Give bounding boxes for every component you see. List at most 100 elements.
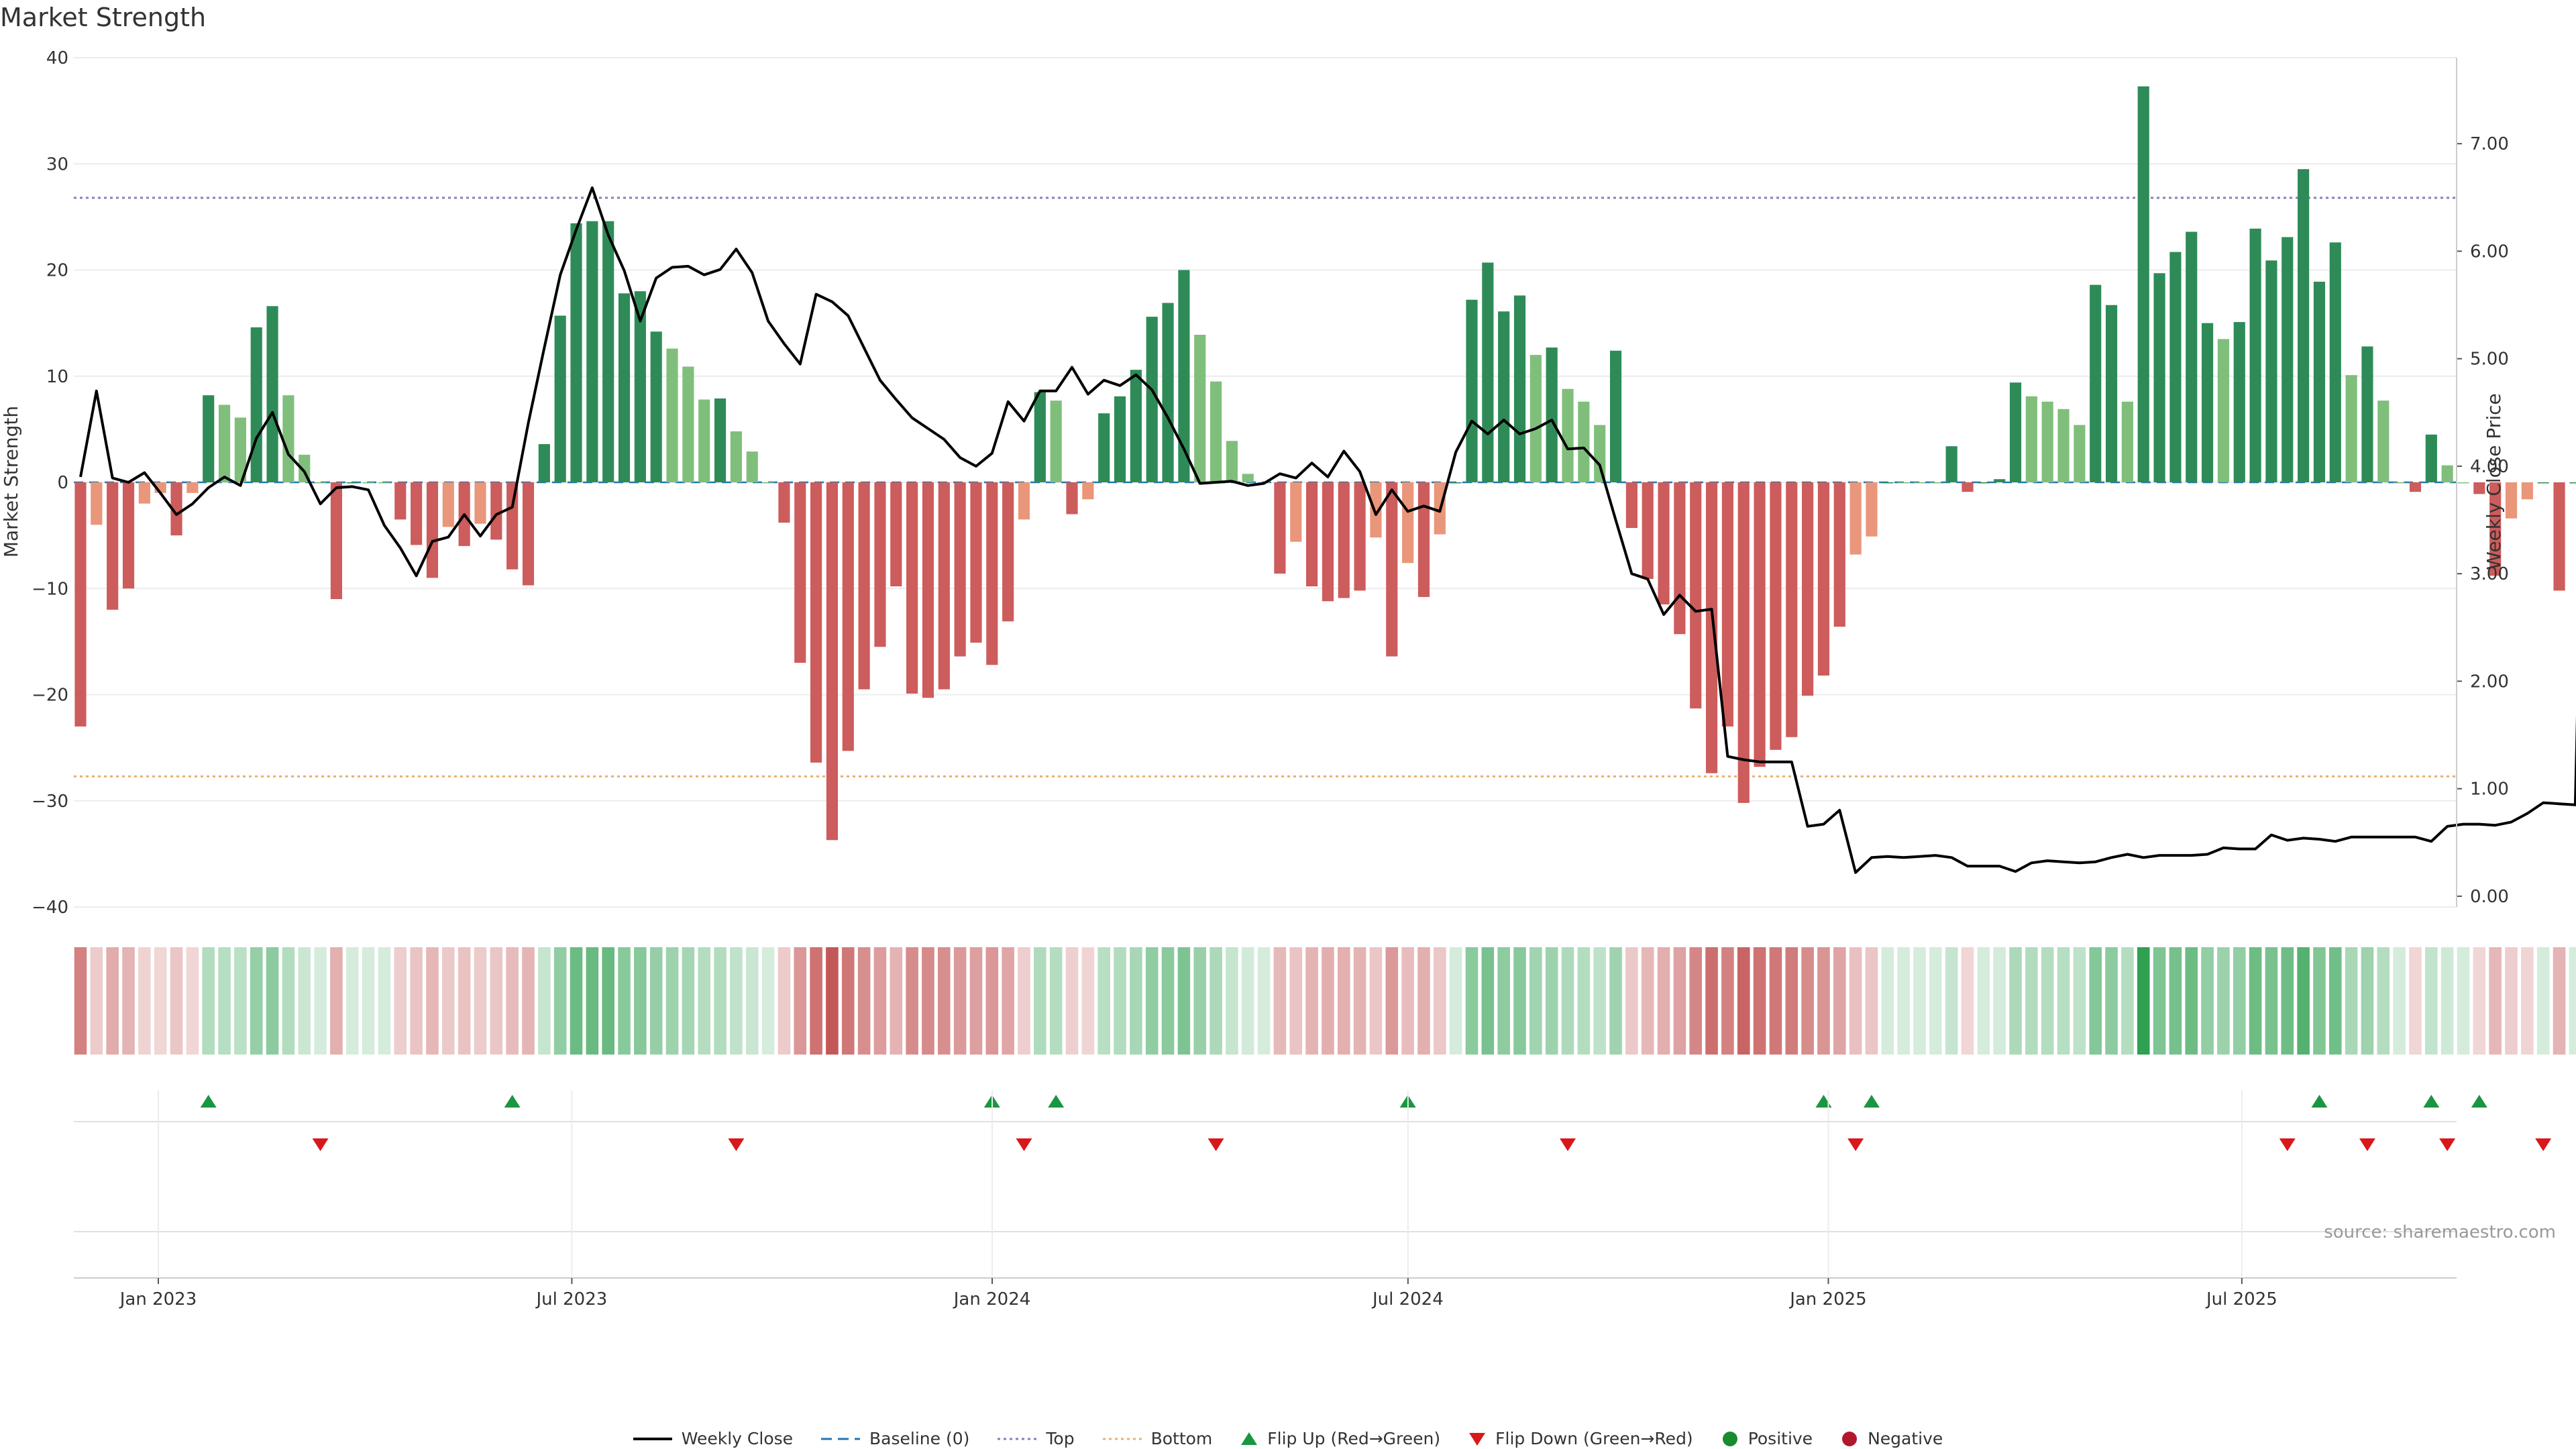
legend-swatch: [1241, 1432, 1258, 1445]
heatstrip-cell: [2201, 947, 2214, 1055]
flip-up-marker: [1815, 1095, 1832, 1108]
heatstrip-cell: [1385, 947, 1399, 1055]
strength-bar: [1882, 482, 1894, 484]
strength-bar: [2361, 346, 2373, 482]
heatstrip-cell: [314, 947, 327, 1055]
heatstrip-cell: [186, 947, 199, 1055]
strength-bar: [2521, 482, 2533, 500]
y-tick-label-left: −40: [32, 898, 68, 918]
heatstrip-cell: [730, 947, 743, 1055]
strength-bar: [2409, 482, 2422, 492]
strength-bar: [1114, 396, 1126, 482]
strength-bar: [1513, 295, 1526, 482]
strength-bar: [2137, 86, 2149, 483]
strength-bar: [794, 482, 806, 663]
legend-swatch: [633, 1437, 672, 1440]
heatstrip-cell: [1593, 947, 1606, 1055]
strength-bar: [1913, 482, 1926, 484]
strength-bar: [826, 482, 839, 841]
heatstrip-cell: [106, 947, 119, 1055]
heatstrip-cell: [906, 947, 918, 1055]
heatstrip-cell: [682, 947, 695, 1055]
heatstrip-cell: [1577, 947, 1591, 1055]
strength-bar: [2057, 409, 2070, 482]
strength-bar: [1370, 482, 1382, 538]
strength-bar: [330, 482, 343, 600]
strength-bar: [411, 482, 423, 545]
y-tick-label-left: 30: [46, 154, 68, 174]
strength-bar: [1194, 335, 1206, 482]
strength-bar: [2537, 482, 2549, 484]
heatstrip-cell: [1145, 947, 1159, 1055]
heatstrip-cell: [1434, 947, 1446, 1055]
strength-bar: [602, 221, 614, 482]
strength-bar: [2169, 252, 2182, 482]
time-axis: Jan 2023 Jul 2023 Jan 2024 Jul 2024 Jan 2025…: [74, 1090, 2457, 1309]
y-tick-label-right: 6.00: [2470, 241, 2509, 262]
strength-bar: [2489, 482, 2502, 576]
flip-up-marker: [200, 1095, 217, 1108]
strength-bar: [1178, 270, 1190, 482]
legend-item: Bottom: [1102, 1429, 1212, 1448]
heatstrip-cell: [698, 947, 711, 1055]
strength-bar: [218, 405, 231, 482]
strength-bar: [1130, 370, 1142, 482]
y-tick-label-right: 0.00: [2470, 887, 2509, 907]
heatstrip-cell: [586, 947, 599, 1055]
heatstrip-cell: [1529, 947, 1542, 1055]
heatstrip-cell: [2505, 947, 2518, 1055]
heatstrip-cell: [506, 947, 519, 1055]
strength-bar: [922, 482, 934, 698]
heatstrip-cell: [250, 947, 263, 1055]
strength-bar: [1721, 482, 1733, 727]
heatstrip-cell: [1561, 947, 1574, 1055]
strength-bar: [1306, 482, 1318, 587]
strength-bar: [2186, 231, 2198, 482]
flip-up-marker: [1048, 1095, 1065, 1108]
heatstrip-cell: [538, 947, 551, 1055]
heatstrip-cell: [2041, 947, 2054, 1055]
heatstrip-cell: [777, 947, 791, 1055]
heatstrip-cell: [826, 947, 839, 1055]
heatstrip-cell: [553, 947, 567, 1055]
strength-bar: [842, 482, 854, 751]
heatstrip-cell: [410, 947, 423, 1055]
strength-bar: [474, 482, 486, 524]
strength-bar: [315, 482, 327, 484]
heatstrip-cell: [426, 947, 439, 1055]
heatstrip-cell: [1497, 947, 1510, 1055]
heatstrip-cell: [953, 947, 967, 1055]
heatstrip-cell: [1721, 947, 1734, 1055]
heatstrip-cell: [378, 947, 391, 1055]
strength-bar: [938, 482, 950, 690]
strength-bar: [1034, 392, 1046, 482]
strength-bar: [1674, 482, 1686, 635]
strength-bar: [1450, 482, 1462, 484]
strength-bar: [1658, 482, 1670, 604]
heatstrip-cell: [1161, 947, 1175, 1055]
legend-item: Flip Down (Green→Red): [1468, 1429, 1693, 1448]
x-tick-label: Jul 2023: [535, 1289, 608, 1309]
y-tick-label-left: −10: [32, 579, 68, 599]
heatstrip-cell: [810, 947, 822, 1055]
heatstrip-cell: [2473, 947, 2486, 1055]
strength-bar: [570, 223, 582, 482]
heatstrip-cell: [2409, 947, 2422, 1055]
strength-bar: [346, 482, 358, 484]
heatstrip-cell: [1641, 947, 1654, 1055]
x-tick-label: Jan 2023: [119, 1289, 197, 1309]
heatstrip-cell: [2073, 947, 2086, 1055]
legend-swatch: [998, 1438, 1037, 1440]
heatstrip-cell: [2361, 947, 2374, 1055]
heatstrip-cell: [2393, 947, 2406, 1055]
heatstrip-cell: [1257, 947, 1271, 1055]
strength-bar: [250, 327, 262, 482]
heatstrip-cell: [1401, 947, 1414, 1055]
strength-bar: [1466, 299, 1478, 482]
legend-item: Top: [998, 1429, 1075, 1448]
heatstrip-cell: [922, 947, 934, 1055]
heatstrip-cell: [1513, 947, 1526, 1055]
heatstrip-cell: [74, 947, 87, 1055]
heatstrip-cell: [714, 947, 727, 1055]
heatstrip-cell: [1322, 947, 1334, 1055]
